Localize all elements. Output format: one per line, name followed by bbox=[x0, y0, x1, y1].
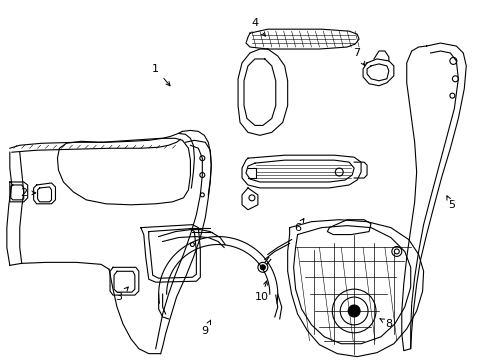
Text: 7: 7 bbox=[353, 48, 364, 66]
Text: 4: 4 bbox=[251, 18, 265, 36]
Text: 10: 10 bbox=[254, 281, 268, 302]
Text: 6: 6 bbox=[293, 219, 303, 233]
Text: 9: 9 bbox=[202, 320, 210, 336]
Text: 1: 1 bbox=[152, 64, 170, 86]
Text: 2: 2 bbox=[20, 188, 36, 198]
Circle shape bbox=[347, 305, 359, 317]
Circle shape bbox=[260, 265, 265, 270]
Text: 5: 5 bbox=[446, 196, 454, 210]
Text: 8: 8 bbox=[379, 319, 392, 329]
Text: 3: 3 bbox=[115, 287, 128, 302]
